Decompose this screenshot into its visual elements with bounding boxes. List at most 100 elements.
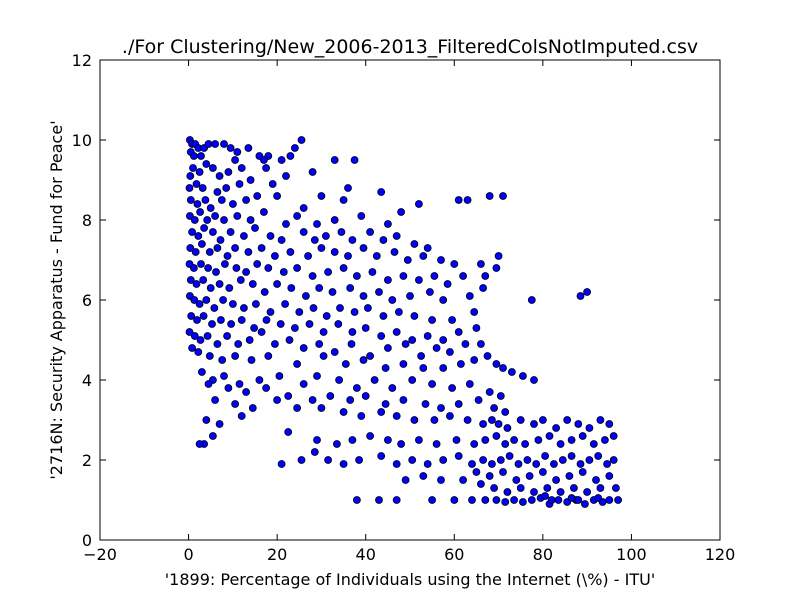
scatter-point	[193, 316, 201, 324]
scatter-point	[397, 440, 406, 448]
scatter-point	[313, 436, 321, 444]
scatter-point	[332, 440, 341, 448]
x-tick-label: 0	[183, 545, 193, 564]
scatter-point	[199, 276, 208, 284]
scatter-point	[218, 356, 227, 364]
scatter-point	[347, 340, 356, 348]
scatter-point	[233, 212, 242, 220]
y-axis-label: '2716N: Security Apparatus - Fund for Pe…	[47, 120, 66, 479]
scatter-point	[567, 494, 576, 502]
scatter-point	[392, 328, 401, 336]
scatter-point	[242, 196, 251, 204]
scatter-point	[516, 416, 525, 424]
scatter-point	[470, 308, 479, 316]
scatter-point	[547, 496, 556, 504]
scatter-point	[213, 188, 222, 196]
scatter-point	[282, 220, 290, 228]
scatter-point	[494, 420, 503, 428]
y-tick-label: 6	[82, 291, 92, 310]
scatter-point	[408, 456, 417, 464]
scatter-point	[305, 320, 314, 328]
scatter-point	[212, 268, 220, 276]
scatter-point	[330, 216, 339, 224]
scatter-point	[196, 336, 205, 344]
scatter-point	[377, 452, 386, 460]
scatter-point	[226, 144, 235, 152]
scatter-point	[437, 256, 445, 264]
scatter-point	[286, 248, 295, 256]
scatter-point	[370, 376, 379, 384]
scatter-point	[394, 308, 403, 316]
scatter-point	[463, 196, 472, 204]
scatter-point	[321, 232, 330, 240]
scatter-point	[268, 180, 277, 188]
scatter-point	[239, 304, 248, 312]
scatter-point	[260, 288, 269, 296]
scatter-point	[428, 496, 437, 504]
scatter-point	[270, 252, 279, 260]
scatter-point	[219, 296, 228, 304]
scatter-point	[187, 312, 196, 320]
scatter-point	[277, 156, 286, 164]
scatter-point	[463, 416, 472, 424]
scatter-point	[242, 268, 251, 276]
scatter-point	[419, 252, 428, 260]
scatter-point	[414, 276, 423, 284]
scatter-point	[578, 432, 587, 440]
scatter-point	[308, 272, 317, 280]
scatter-point	[197, 260, 205, 268]
y-tick-label: 8	[82, 211, 92, 230]
scatter-point	[594, 494, 603, 502]
scatter-point	[251, 300, 260, 308]
scatter-point	[585, 424, 594, 432]
scatter-point	[339, 408, 348, 416]
scatter-point	[565, 472, 574, 480]
scatter-point	[510, 496, 518, 504]
scatter-point	[516, 484, 525, 492]
scatter-point	[419, 364, 428, 372]
scatter-point	[454, 196, 463, 204]
scatter-point	[275, 372, 284, 380]
scatter-point	[419, 472, 428, 480]
scatter-point	[322, 312, 331, 320]
scatter-point	[534, 436, 543, 444]
scatter-point	[439, 456, 448, 464]
scatter-point	[317, 192, 326, 200]
scatter-point	[417, 352, 426, 360]
scatter-point	[499, 468, 507, 476]
scatter-point	[485, 388, 494, 396]
scatter-point	[186, 276, 195, 284]
scatter-point	[481, 436, 490, 444]
x-tick-label: 60	[444, 545, 464, 564]
scatter-point	[541, 452, 549, 460]
scatter-point	[317, 404, 326, 412]
y-tick-label: 12	[72, 51, 92, 70]
scatter-point	[583, 288, 591, 296]
scatter-point	[479, 456, 488, 464]
scatter-point	[246, 176, 255, 184]
scatter-point	[490, 404, 499, 412]
scatter-point	[273, 396, 282, 404]
scatter-point	[273, 280, 282, 288]
y-tick-label: 4	[82, 371, 92, 390]
scatter-point	[330, 348, 339, 356]
scatter-point	[324, 456, 333, 464]
scatter-point	[290, 324, 299, 332]
scatter-point	[372, 252, 381, 260]
scatter-point	[459, 272, 468, 280]
scatter-point	[334, 320, 343, 328]
x-tick-label: −20	[83, 545, 117, 564]
scatter-point	[388, 384, 397, 392]
scatter-point	[614, 496, 622, 504]
scatter-point	[361, 392, 370, 400]
scatter-point	[337, 228, 346, 236]
scatter-point	[392, 412, 401, 420]
scatter-point	[487, 460, 496, 468]
scatter-point	[410, 312, 419, 320]
scatter-point	[454, 400, 463, 408]
scatter-point	[313, 372, 321, 380]
scatter-point	[315, 340, 324, 348]
scatter-point	[567, 452, 576, 460]
scatter-point	[264, 264, 273, 272]
